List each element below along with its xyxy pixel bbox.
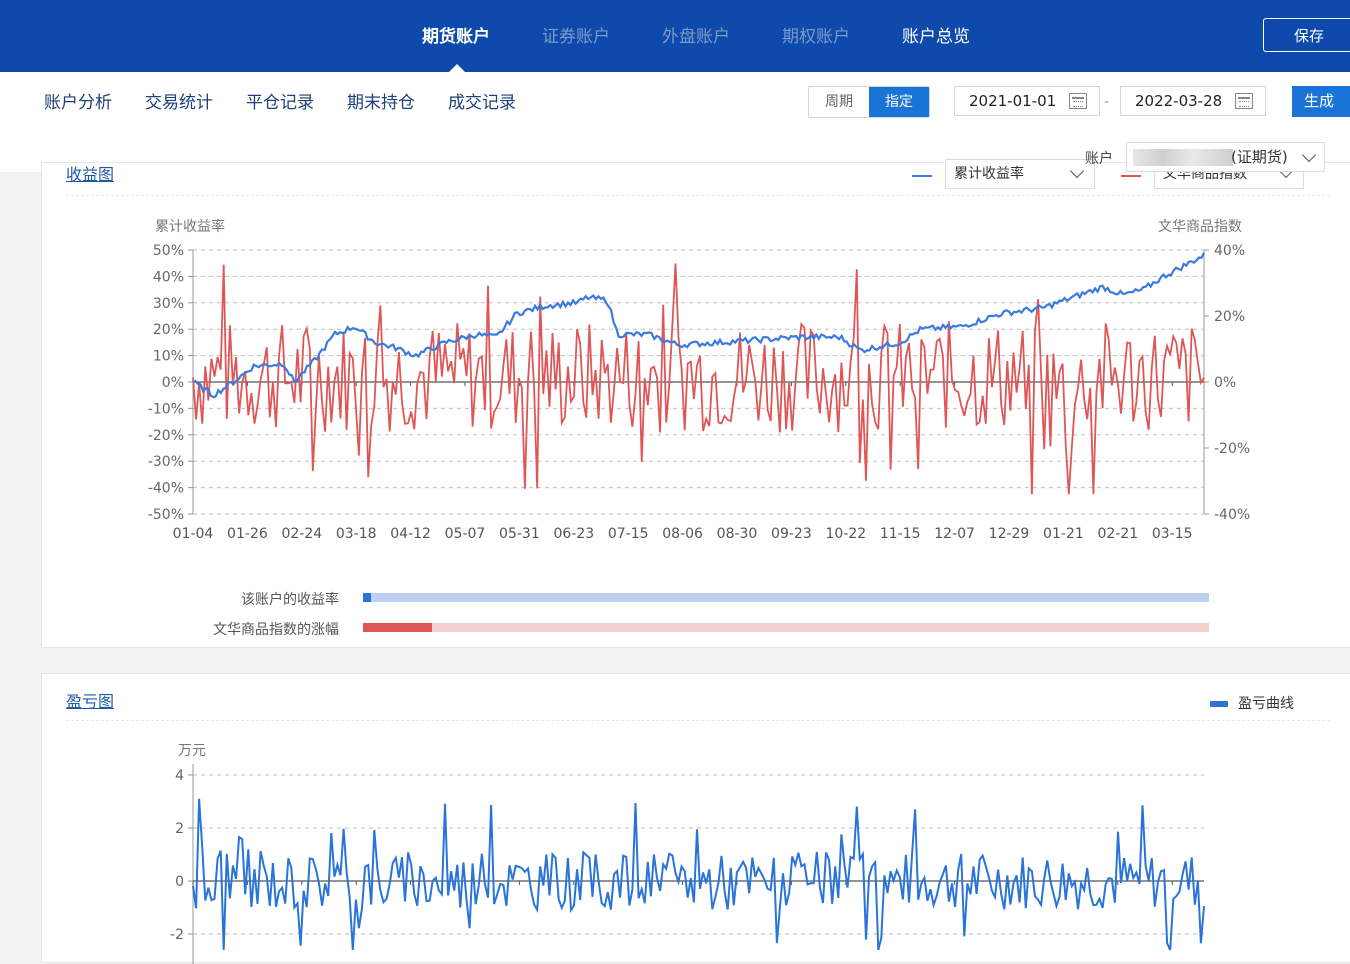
subtab-fill-records[interactable]: 成交记录 — [448, 93, 516, 113]
account-return-bar — [363, 593, 1209, 602]
calendar-icon[interactable] — [1069, 93, 1087, 109]
return-chart-panel: 收益图 累计收益率 文华商品指数 累计收益率 文华商品指数 50% 40% 30% 2… — [41, 159, 1350, 648]
x-tick-label: 06-23 — [553, 526, 594, 542]
account-return-label: 该账户的收益率 — [241, 592, 339, 608]
left-y-tick-label: 50% — [153, 243, 184, 259]
end-date-field[interactable]: 2022-03-28 — [1120, 86, 1266, 116]
pnl-y-tick-label: 2 — [175, 821, 184, 837]
left-y-tick-label: -30% — [148, 454, 184, 470]
generate-button[interactable]: 生成 — [1292, 86, 1350, 117]
pnl-chart-title[interactable]: 盈亏图 — [66, 692, 115, 711]
return-chart-svg: 50% 40% 30% 20% 10% 0% -10% -20% -30% -40% -50% 40%… — [148, 243, 1250, 542]
x-tick-label: 09-23 — [771, 526, 812, 542]
left-axis-title: 累计收益率 — [155, 219, 225, 235]
left-y-tick-label: 10% — [153, 349, 184, 365]
left-y-tick-label: 0% — [162, 375, 184, 391]
pnl-y-tick-label: -2 — [170, 927, 184, 943]
left-y-tick-label: -50% — [148, 507, 184, 523]
start-date-value: 2021-01-01 — [969, 92, 1057, 110]
account-return-fill — [363, 593, 371, 602]
return-series-value: 累计收益率 — [954, 166, 1024, 182]
index-series-line — [192, 263, 1205, 495]
pnl-y-tick-label: 0 — [175, 874, 184, 890]
left-y-tick-label: -10% — [148, 401, 184, 417]
start-date-field[interactable]: 2021-01-01 — [954, 86, 1100, 116]
x-tick-label: 02-24 — [281, 526, 322, 542]
top-navigation-bar: 期货账户 证券账户 外盘账户 期权账户 账户总览 保存 — [0, 0, 1350, 72]
left-y-tick-label: 20% — [153, 322, 184, 338]
calendar-icon[interactable] — [1235, 93, 1253, 109]
return-series-select[interactable]: 累计收益率 — [945, 159, 1095, 189]
toggle-period[interactable]: 周期 — [809, 87, 869, 117]
x-tick-label: 01-26 — [227, 526, 268, 542]
tab-securities-account[interactable]: 证券账户 — [542, 27, 610, 47]
x-tick-label: 05-31 — [499, 526, 540, 542]
right-y-tick-label: 40% — [1214, 243, 1245, 259]
x-tick-label: 08-06 — [662, 526, 703, 542]
x-tick-label: 03-15 — [1152, 526, 1193, 542]
index-change-label: 文华商品指数的涨幅 — [213, 622, 339, 638]
subtab-close-records[interactable]: 平仓记录 — [246, 93, 314, 113]
panel-divider — [66, 720, 1330, 721]
toggle-custom[interactable]: 指定 — [869, 87, 929, 117]
pnl-unit-label: 万元 — [178, 743, 206, 759]
x-tick-label: 11-15 — [880, 526, 921, 542]
end-date-value: 2022-03-28 — [1135, 92, 1223, 110]
right-y-tick-label: 0% — [1214, 375, 1236, 391]
left-y-tick-label: 30% — [153, 296, 184, 312]
right-y-tick-label: -20% — [1214, 441, 1250, 457]
subtab-account-analysis[interactable]: 账户分析 — [44, 93, 112, 113]
subtab-end-positions[interactable]: 期末持仓 — [347, 93, 415, 113]
return-chart-title[interactable]: 收益图 — [66, 165, 115, 184]
tab-options-account[interactable]: 期权账户 — [782, 27, 850, 47]
index-change-bar — [363, 623, 1209, 632]
active-tab-caret — [449, 64, 465, 72]
x-tick-label: 01-21 — [1043, 526, 1084, 542]
legend-swatch-return — [912, 175, 932, 177]
pnl-legend-label: 盈亏曲线 — [1238, 696, 1294, 712]
right-y-tick-label: 20% — [1214, 309, 1245, 325]
x-tick-label: 01-04 — [173, 526, 214, 542]
account-select-value: (证期货) — [1231, 148, 1288, 166]
panel-divider — [66, 195, 1330, 196]
subtab-trade-stats[interactable]: 交易统计 — [145, 93, 213, 113]
left-y-tick-label: -40% — [148, 481, 184, 497]
date-separator: - — [1104, 94, 1110, 110]
masked-account-name — [1133, 149, 1233, 166]
account-type-tabs: 期货账户 证券账户 外盘账户 期权账户 账户总览 — [0, 0, 1350, 72]
left-y-tick-label: -20% — [148, 428, 184, 444]
right-y-tick-label: -40% — [1214, 507, 1250, 523]
x-tick-label: 04-12 — [390, 526, 431, 542]
legend-swatch-pnl — [1210, 701, 1228, 707]
pnl-legend[interactable]: 盈亏曲线 — [1210, 693, 1294, 713]
tab-account-overview[interactable]: 账户总览 — [902, 27, 970, 47]
x-tick-label: 05-07 — [445, 526, 486, 542]
account-label: 账户 — [1085, 151, 1113, 167]
legend-swatch-index — [1121, 175, 1141, 177]
chevron-down-icon — [1301, 147, 1317, 163]
save-button[interactable]: 保存 — [1263, 18, 1350, 52]
pnl-y-tick-label: 4 — [175, 768, 184, 784]
index-change-fill — [363, 623, 433, 632]
x-tick-label: 08-30 — [717, 526, 758, 542]
pnl-series-line — [192, 798, 1205, 951]
return-series-line — [192, 252, 1205, 399]
account-select[interactable]: (证期货) — [1126, 142, 1325, 172]
x-tick-label: 07-15 — [608, 526, 649, 542]
pnl-chart-svg: 4 2 0 -2 — [170, 764, 1205, 964]
x-tick-label: 10-22 — [825, 526, 866, 542]
pnl-chart-panel: 盈亏图 盈亏曲线 万元 4 2 0 -2 — [41, 673, 1350, 964]
x-tick-label: 12-07 — [934, 526, 975, 542]
left-y-tick-label: 40% — [153, 269, 184, 285]
chevron-down-icon — [1069, 163, 1085, 179]
tab-futures-account[interactable]: 期货账户 — [422, 27, 490, 47]
tab-foreign-account[interactable]: 外盘账户 — [662, 27, 730, 47]
period-toggle: 周期 指定 — [808, 86, 930, 118]
right-axis-title: 文华商品指数 — [1158, 219, 1242, 235]
x-tick-label: 12-29 — [989, 526, 1030, 542]
x-tick-label: 03-18 — [336, 526, 377, 542]
x-tick-label: 02-21 — [1097, 526, 1138, 542]
